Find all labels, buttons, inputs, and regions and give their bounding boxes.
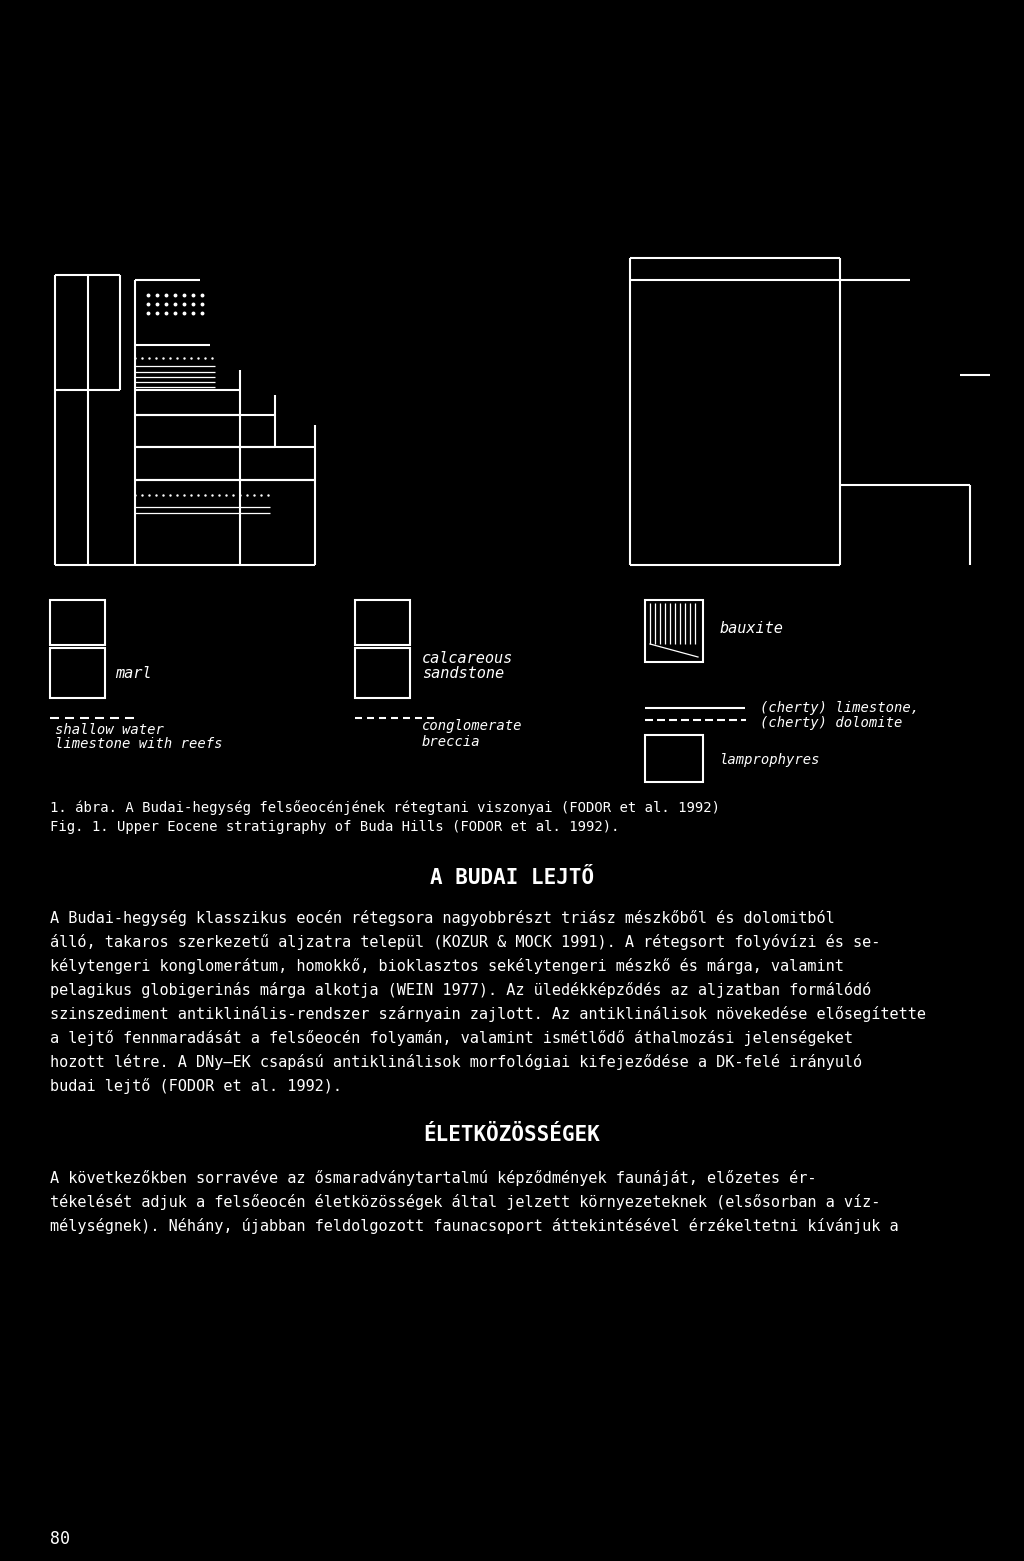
Text: A BUDAI LEJTŐ: A BUDAI LEJTŐ [430,868,594,888]
Text: A következőkben sorravéve az ősmaradványtartalmú képződmények faunáját, előzetes: A következőkben sorravéve az ősmaradvány… [50,1171,816,1186]
Text: 80: 80 [50,1530,70,1549]
Text: a lejtő fennmaradását a felsőeocén folyamán, valamint ismétlődő áthalmozási jele: a lejtő fennmaradását a felsőeocén folya… [50,1030,853,1046]
Text: sandstone: sandstone [422,665,504,681]
Text: marl: marl [115,665,152,681]
Text: breccia: breccia [422,735,480,749]
Text: mélységnek). Néhány, újabban feldolgozott faunacsoport áttekintésével érzékeltet: mélységnek). Néhány, újabban feldolgozot… [50,1218,899,1235]
Text: pelagikus globigerinás márga alkotja (WEIN 1977). Az üledékképződés az aljzatban: pelagikus globigerinás márga alkotja (WE… [50,982,871,997]
Text: shallow water: shallow water [55,723,164,737]
Text: tékelését adjuk a felsőeocén életközösségek által jelzett környezeteknek (elsőso: tékelését adjuk a felsőeocén életközössé… [50,1194,881,1210]
Text: hozott létre. A DNy–EK csapású antiklinálisok morfológiai kifejeződése a DK-felé: hozott létre. A DNy–EK csapású antikliná… [50,1054,862,1069]
Text: ÉLETKÖZÖSSÉGEK: ÉLETKÖZÖSSÉGEK [424,1125,600,1146]
Text: limestone with reefs: limestone with reefs [55,737,222,751]
Text: conglomerate: conglomerate [422,720,522,734]
Text: 1. ábra. A Budai-hegység felsőeocénjének rétegtani viszonyai (FODOR et al. 1992): 1. ábra. A Budai-hegység felsőeocénjének… [50,799,720,815]
Bar [645,599,703,662]
Bar [50,648,105,698]
Text: kélytengeri konglomerátum, homokkő, bioklasztos sekélytengeri mészkő és márga, v: kélytengeri konglomerátum, homokkő, biok… [50,958,844,974]
Text: A Budai-hegység klasszikus eocén rétegsora nagyobbrészt triász mészkőből és dolo: A Budai-hegység klasszikus eocén rétegso… [50,910,835,926]
Text: lamprophyres: lamprophyres [720,752,820,766]
Text: (cherty) limestone,: (cherty) limestone, [760,701,920,715]
Text: bauxite: bauxite [720,621,784,635]
Bar [50,599,105,645]
Bar [355,599,410,645]
Text: álló, takaros szerkezetű aljzatra települ (KOZUR & MOCK 1991). A rétegsort folyó: álló, takaros szerkezetű aljzatra telepü… [50,933,881,951]
Bar [355,648,410,698]
Text: Fig. 1. Upper Eocene stratigraphy of Buda Hills (FODOR et al. 1992).: Fig. 1. Upper Eocene stratigraphy of Bud… [50,820,620,834]
Text: szinszediment antiklinális-rendszer szárnyain zajlott. Az antiklinálisok növeked: szinszediment antiklinális-rendszer szár… [50,1005,926,1022]
Text: calcareous: calcareous [422,651,513,665]
Text: (cherty) dolomite: (cherty) dolomite [760,716,902,731]
Text: budai lejtő (FODOR et al. 1992).: budai lejtő (FODOR et al. 1992). [50,1079,342,1094]
Bar [645,735,703,782]
